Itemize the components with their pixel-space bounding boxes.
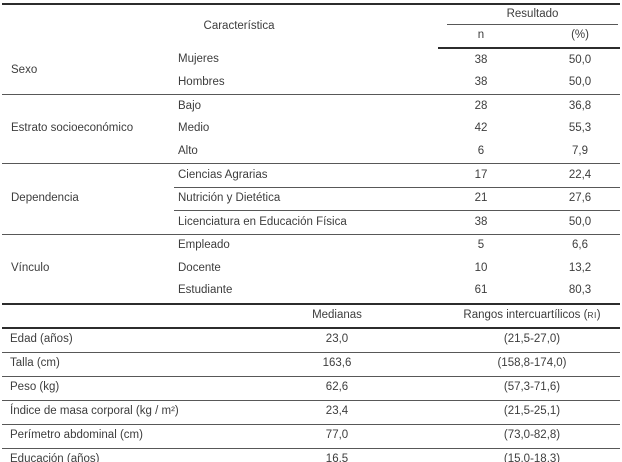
table-row: Edad (años) 23,0 (21,5-27,0)	[2, 328, 620, 353]
category-cell: Hombres	[178, 76, 225, 89]
header-row-medianas: Medianas Rangos intercuartílicos (RI)	[2, 304, 620, 329]
pct-cell: 36,8	[524, 94, 621, 118]
median-cell: 62,6	[242, 375, 432, 401]
median-cell: 23,0	[325, 333, 349, 346]
categorical-table: Característica Resultado n (%) Sexo Muje…	[2, 3, 621, 305]
pct-cell: 22,4	[524, 162, 621, 188]
n-cell: 61	[474, 284, 488, 297]
category-cell: Alto	[178, 144, 198, 157]
n-cell: 5	[438, 233, 524, 258]
group-label-estrato: Estrato socioeconómico	[2, 94, 174, 164]
pct-cell: 50,0	[568, 76, 592, 89]
category-cell: Docente	[178, 261, 221, 274]
category-cell: Estudiante	[178, 284, 233, 297]
pct-cell: 6,6	[524, 233, 621, 258]
group-label-vinculo: Vínculo	[2, 233, 174, 304]
header-row-n-pct: n (%)	[2, 25, 621, 49]
variable-label: Educación (años)	[2, 447, 242, 462]
table-row: Índice de masa corporal (kg / m²) 23,4 (…	[2, 399, 620, 425]
pct-cell: 50,0	[568, 215, 592, 228]
category-cell: Ciencias Agrarias	[174, 162, 438, 188]
median-cell: 163,6	[242, 351, 432, 377]
group-label-sexo: Sexo	[11, 64, 38, 77]
category-cell: Nutrición y Dietética	[174, 187, 438, 212]
table-row: Medio 42 55,3	[2, 118, 620, 141]
iqr-cell: (73,0-82,8)	[432, 423, 620, 449]
column-header-n: n	[438, 25, 524, 49]
iqr-cell: (21,5-27,0)	[503, 333, 561, 346]
rangos-label-close: )	[596, 308, 601, 321]
n-cell: 42	[474, 122, 488, 135]
pct-cell: 55,3	[568, 122, 592, 135]
ri-abbreviation: RI	[587, 309, 597, 320]
category-cell: Bajo	[174, 94, 438, 118]
column-header-caracteristica: Característica	[203, 19, 275, 32]
iqr-cell: (158,8-174,0)	[432, 351, 620, 377]
table-row: Estudiante 61 80,3	[2, 280, 620, 304]
median-cell: 16,5	[242, 447, 432, 462]
variable-label: Talla (cm)	[2, 351, 242, 377]
category-cell: Licenciatura en Educación Física	[178, 215, 347, 228]
rangos-label: Rangos intercuartílicos (	[463, 308, 588, 321]
variable-label: Peso (kg)	[2, 375, 242, 401]
category-cell: Mujeres	[178, 53, 219, 66]
column-header-resultado: Resultado	[438, 4, 620, 25]
n-cell: 21	[438, 187, 524, 212]
table-row: Sexo Mujeres 38 50,0	[2, 48, 620, 76]
table-row: Licenciatura en Educación Física 38 50,0	[2, 211, 620, 235]
n-cell: 28	[438, 94, 524, 118]
variable-label: Índice de masa corporal (kg / m²)	[2, 399, 242, 425]
pct-cell: 80,3	[568, 284, 592, 297]
n-cell: 17	[438, 162, 524, 188]
table-row: Dependencia Ciencias Agrarias 17 22,4	[2, 162, 621, 235]
table-row: Nutrición y Dietética 21 27,6	[2, 187, 621, 212]
pct-cell: 13,2	[568, 261, 592, 274]
group-label-dependencia: Dependencia	[2, 162, 174, 235]
column-header-pct: (%)	[524, 25, 621, 49]
table-row: Educación (años) 16,5 (15,0-18,3)	[2, 447, 620, 462]
category-cell: Empleado	[174, 233, 438, 258]
column-header-medianas: Medianas	[242, 304, 432, 329]
category-cell: Medio	[178, 122, 210, 135]
column-header-rangos: Rangos intercuartílicos (RI)	[432, 304, 620, 329]
resultado-underline: Resultado	[447, 8, 619, 25]
iqr-cell: (21,5-25,1)	[432, 399, 620, 425]
median-cell: 77,0	[242, 423, 432, 449]
table-row: Docente 10 13,2	[2, 257, 620, 280]
continuous-table: Medianas Rangos intercuartílicos (RI) Ed…	[2, 304, 620, 462]
n-cell: 38	[474, 215, 488, 228]
table-row: Vínculo Empleado 5 6,6	[2, 233, 621, 304]
n-cell: 38	[474, 53, 488, 66]
table-row: Alto 6 7,9	[2, 140, 620, 163]
table-row: Hombres 38 50,0	[2, 72, 620, 95]
empty-header-cell	[2, 304, 242, 329]
header-row-resultado: Característica Resultado	[2, 4, 620, 32]
variable-label: Perímetro abdominal (cm)	[2, 423, 242, 449]
n-cell: 6	[477, 144, 485, 157]
table-row: Talla (cm) 163,6 (158,8-174,0)	[2, 351, 620, 377]
pct-cell: 27,6	[524, 187, 621, 212]
n-cell: 10	[474, 261, 488, 274]
n-cell: 38	[474, 76, 488, 89]
iqr-cell: (15,0-18,3)	[432, 447, 620, 462]
table-row: Peso (kg) 62,6 (57,3-71,6)	[2, 375, 620, 401]
median-cell: 23,4	[242, 399, 432, 425]
pct-cell: 50,0	[568, 53, 592, 66]
variable-label: Edad (años)	[10, 333, 73, 346]
pct-cell: 7,9	[572, 144, 588, 157]
table-row: Perímetro abdominal (cm) 77,0 (73,0-82,8…	[2, 423, 620, 449]
iqr-cell: (57,3-71,6)	[432, 375, 620, 401]
table-row: Estrato socioeconómico Bajo 28 36,8	[2, 94, 621, 164]
